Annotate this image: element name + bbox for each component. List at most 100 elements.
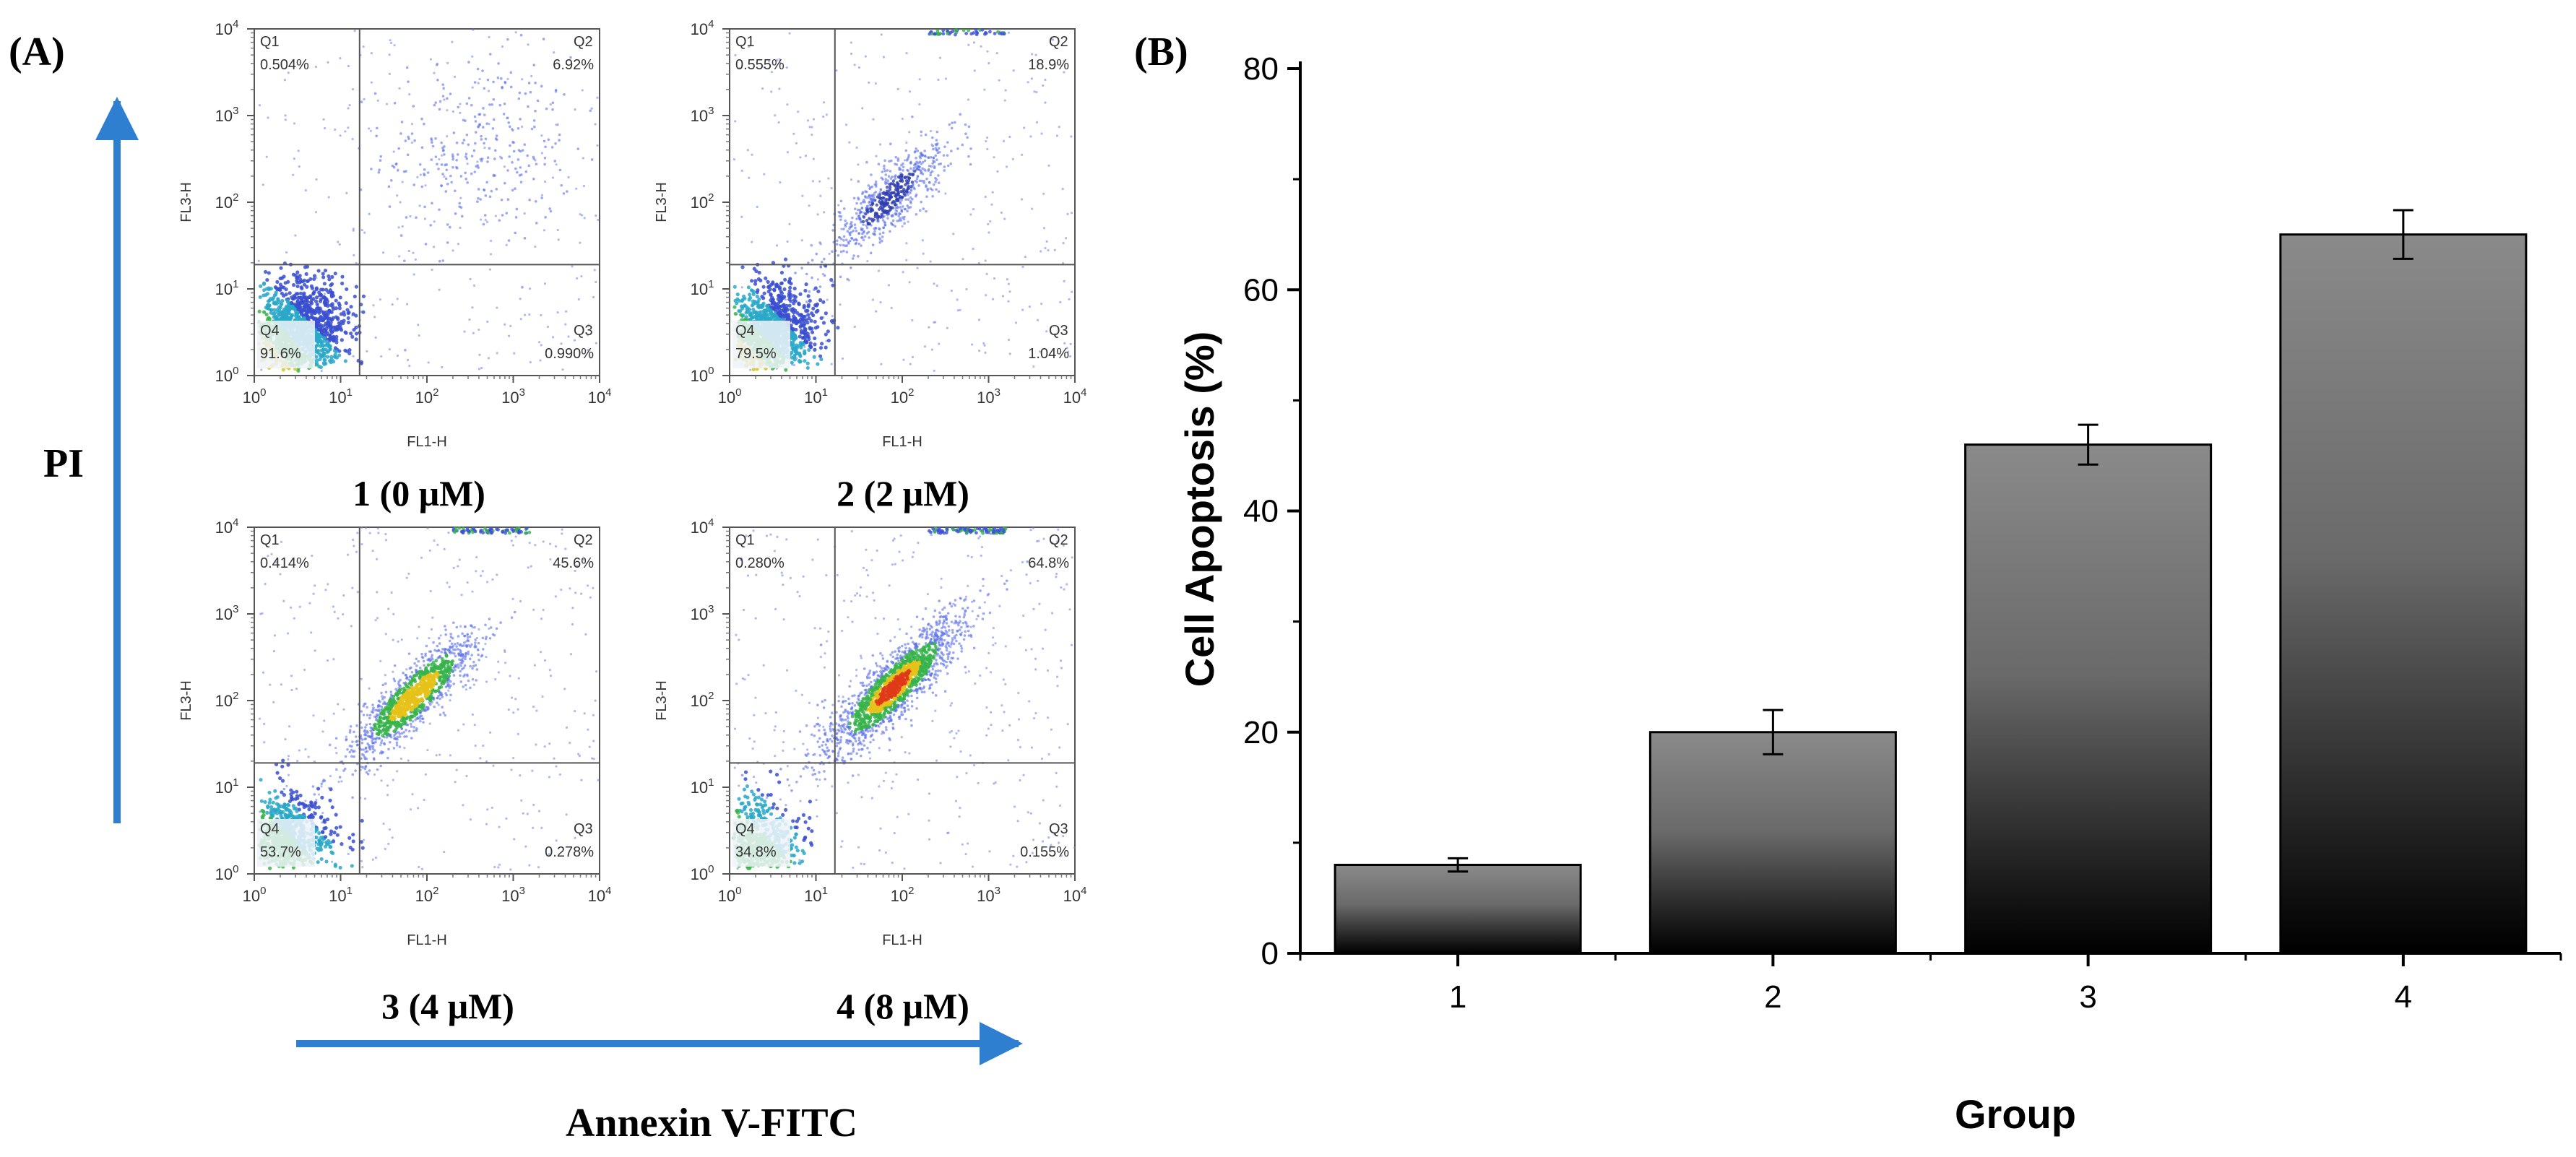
y-decade-label: 101 [215,776,239,797]
y-decade-label: 103 [691,105,714,125]
quadrant-percent: 0.990% [545,346,594,362]
quadrant-q1: Q1 0.555% [735,34,785,73]
x-decade-label: 104 [588,885,612,905]
quadrant-percent: 0.280% [735,555,785,571]
quadrant-percent: 45.6% [553,555,594,571]
quadrant-name: Q1 [260,34,280,50]
quadrant-percent: 34.8% [735,844,777,860]
bar-group-3 [1964,443,2213,955]
error-bar-group-4 [2393,209,2413,260]
y-decade-label: 104 [215,516,239,537]
quadrant-q1: Q1 0.414% [260,532,309,571]
quadrant-percent: 91.6% [260,346,301,362]
y-decade-label: 102 [215,690,239,710]
quadrant-percent: 1.04% [1028,346,1069,362]
quadrant-q4: Q4 79.5% [732,321,790,368]
x-channel-label: FL1-H [882,932,922,948]
quadrant-q2: Q2 45.6% [553,532,594,571]
y-channel-label: FL3-H [654,680,670,721]
y-channel-label: FL3-H [178,182,194,222]
x-decade-label: 103 [977,885,1000,905]
y-decade-label: 104 [215,18,239,38]
y-channel-label: FL3-H [654,182,670,222]
x-decade-label: 104 [1063,386,1087,407]
plot-caption-4: 4 (8 μM) [837,986,969,1026]
quadrant-name: Q1 [260,532,280,548]
quadrant-name: Q1 [735,532,755,548]
panel-a-label: (A) [9,30,65,74]
y-tick-label: 60 [1243,272,1279,308]
quadrant-name: Q2 [1049,34,1068,50]
x-channel-label: FL1-H [882,434,922,450]
quadrant-name: Q2 [574,34,593,50]
x-decade-label: 102 [891,386,915,407]
quadrant-percent: 79.5% [735,346,777,362]
x-tick-label-2: 2 [1764,979,1781,1015]
quadrant-name: Q4 [260,821,280,837]
error-bar-group-3 [2078,423,2099,466]
y-decade-label: 100 [215,365,239,385]
y-decade-label: 103 [215,603,239,623]
x-decade-label: 101 [804,386,828,407]
x-decade-label: 100 [718,386,742,407]
quadrant-percent: 18.9% [1028,57,1069,73]
annexin-axis-title: Annexin V-FITC [566,1101,857,1145]
plot-caption-2: 2 (2 μM) [837,473,969,514]
quadrant-percent: 0.504% [260,57,309,73]
y-tick-label: 0 [1261,936,1279,971]
panel-b-label: (B) [1134,30,1188,74]
bar-group-2 [1648,731,1897,955]
quadrant-q3: Q3 1.04% [1028,323,1069,362]
x-decade-label: 103 [501,885,525,905]
quadrant-q3: Q3 0.155% [1020,821,1069,860]
pi-axis-title: PI [43,441,84,486]
x-tick-label-1: 1 [1449,979,1466,1015]
quadrant-name: Q4 [735,323,755,339]
y-decade-label: 100 [691,365,714,385]
quadrant-name: Q3 [1049,821,1068,837]
plot-caption-1: 1 (0 μM) [353,473,485,514]
y-decade-label: 103 [215,105,239,125]
y-decade-label: 101 [691,776,714,797]
x-decade-label: 103 [977,386,1000,407]
x-decade-label: 102 [891,885,915,905]
y-decade-label: 102 [215,191,239,212]
error-bar-group-1 [1448,857,1469,873]
quadrant-name: Q4 [260,323,280,339]
quadrant-q4: Q4 53.7% [257,819,315,867]
x-decade-label: 100 [243,386,267,407]
quadrant-percent: 53.7% [260,844,301,860]
quadrant-name: Q4 [735,821,755,837]
y-decade-label: 100 [691,863,714,883]
y-tick-label: 20 [1243,715,1279,750]
y-decade-label: 101 [691,278,714,298]
y-tick-label: 80 [1243,51,1279,87]
quadrant-name: Q3 [574,821,593,837]
quadrant-name: Q2 [574,532,593,548]
y-decade-label: 102 [691,690,714,710]
quadrant-percent: 0.155% [1020,844,1069,860]
y-decade-label: 103 [691,603,714,623]
quadrant-q1: Q1 0.504% [260,34,309,73]
x-decade-label: 101 [329,386,353,407]
quadrant-q2: Q2 64.8% [1028,532,1069,571]
quadrant-percent: 0.555% [735,57,785,73]
bar-group-4 [2279,233,2528,955]
y-decade-label: 101 [215,278,239,298]
x-decade-label: 104 [588,386,612,407]
plot-caption-3: 3 (4 μM) [381,986,514,1026]
x-channel-label: FL1-H [407,434,447,450]
quadrant-q3: Q3 0.278% [545,821,594,860]
x-decade-label: 102 [415,386,439,407]
quadrant-name: Q3 [574,323,593,339]
x-axis-label: Group [1955,1091,2076,1137]
error-bar-group-2 [1763,708,1784,755]
x-tick-label-4: 4 [2395,979,2412,1015]
y-axis-label: Cell Apoptosis (%) [1177,332,1222,688]
quadrant-percent: 6.92% [553,57,594,73]
quadrant-q3: Q3 0.990% [545,323,594,362]
